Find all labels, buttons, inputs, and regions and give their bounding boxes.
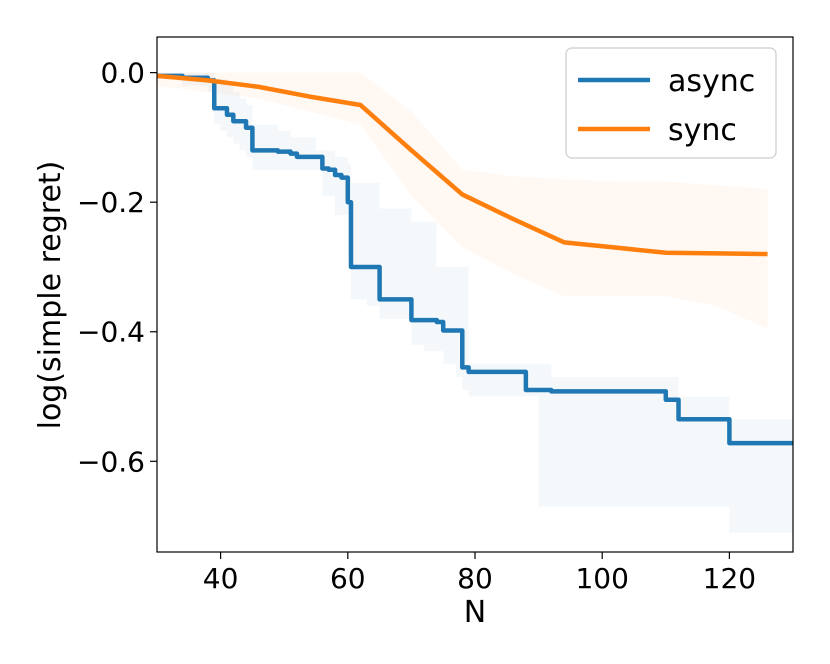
legend-label-sync: sync xyxy=(668,113,737,148)
x-axis: 40 60 80 100 120 xyxy=(203,552,756,595)
y-axis-label: log(simple regret) xyxy=(33,161,68,430)
legend-label-async: async xyxy=(668,64,755,99)
x-axis-label: N xyxy=(464,595,486,630)
x-tick-label: 80 xyxy=(457,562,493,595)
y-tick-label: 0.0 xyxy=(100,57,145,90)
x-tick-label: 120 xyxy=(703,562,756,595)
y-tick-label: −0.4 xyxy=(77,316,145,349)
confidence-band-sync xyxy=(157,72,768,329)
confidence-bands xyxy=(157,72,793,533)
x-tick-label: 100 xyxy=(575,562,628,595)
series-line-async xyxy=(157,73,793,446)
legend: async sync xyxy=(565,47,777,159)
series-lines xyxy=(157,73,793,446)
confidence-band-async xyxy=(157,72,793,533)
x-tick-label: 40 xyxy=(203,562,239,595)
y-tick-label: −0.2 xyxy=(77,186,145,219)
series-line-sync xyxy=(157,73,768,257)
y-axis: 0.0 −0.2 −0.4 −0.6 xyxy=(77,57,157,478)
x-tick-label: 60 xyxy=(330,562,366,595)
y-tick-label: −0.6 xyxy=(77,445,145,478)
